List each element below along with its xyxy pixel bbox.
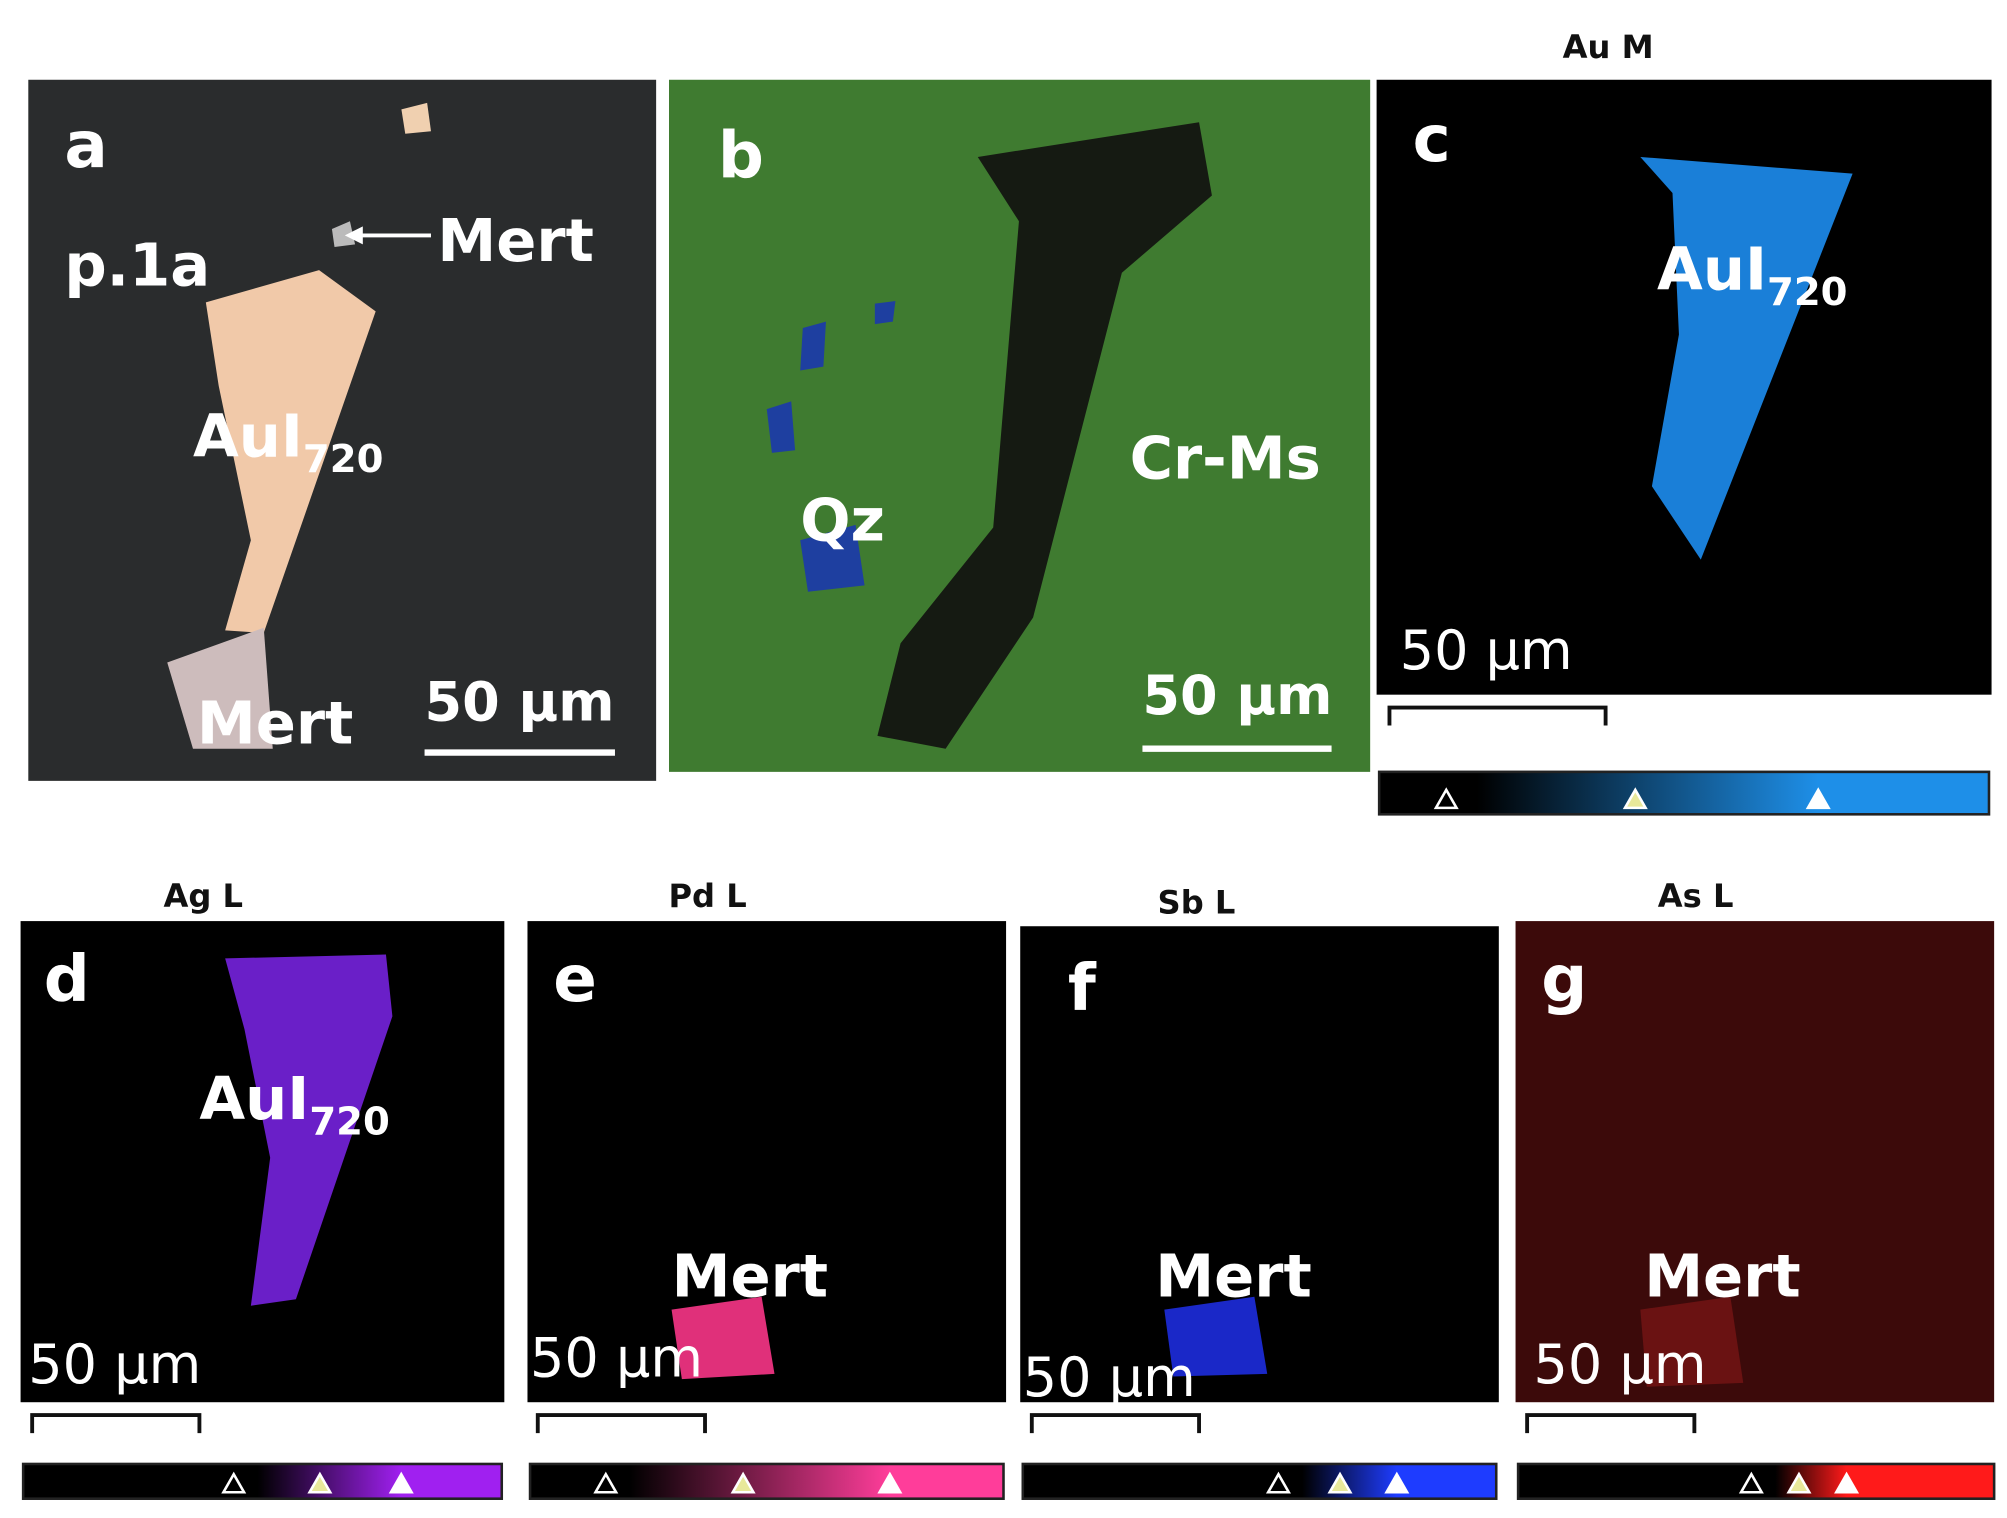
color-bar-marker: [1384, 1471, 1410, 1494]
label-text: AuI: [1657, 234, 1767, 303]
color-bar-marker: [221, 1471, 247, 1494]
color-bar-marker: [1786, 1471, 1812, 1494]
label-text: AuI: [199, 1064, 309, 1133]
panel: d Ag L AuI720 50 µm: [20, 877, 505, 1500]
color-bar-marker: [877, 1471, 903, 1494]
color-bar: [1377, 770, 1991, 816]
label-text: Mert: [1155, 1242, 1311, 1311]
grain: [800, 321, 826, 371]
grain: [800, 524, 865, 592]
map-title: Au M: [1563, 28, 1654, 66]
grain: [1164, 1296, 1268, 1377]
panel-image: [527, 921, 1007, 1403]
label-text: Mert: [1644, 1242, 1800, 1311]
color-bar: [21, 1462, 504, 1500]
mineral-label: Qz: [800, 485, 885, 554]
color-bar-marker: [388, 1471, 414, 1494]
label-text: Qz: [800, 485, 885, 554]
color-bar-marker: [1265, 1471, 1291, 1494]
panel: g As L Mert 50 µm: [1515, 877, 1996, 1500]
color-bar-marker: [1805, 787, 1831, 810]
mineral-label: Mert: [1155, 1242, 1311, 1311]
panel-letter: d: [44, 942, 90, 1017]
grain: [205, 270, 376, 633]
scale-bar-label: 50 µm: [425, 670, 615, 733]
scale-bar-label: 50 µm: [1142, 664, 1332, 727]
map-title: Sb L: [1158, 883, 1236, 921]
label-subscript: 720: [1767, 270, 1848, 315]
color-bar-marker: [307, 1471, 333, 1494]
label-text: Cr-Ms: [1130, 424, 1321, 493]
mineral-label: AuI720: [1657, 234, 1847, 314]
scale-bar-label: 50 µm: [1023, 1346, 1196, 1409]
mineral-label: Mert: [197, 689, 353, 758]
panel-image: [1020, 926, 1499, 1403]
color-bar-marker: [730, 1471, 756, 1494]
scale-bar-label: 50 µm: [28, 1333, 201, 1396]
map-title: Pd L: [668, 877, 746, 915]
mineral-label: AuI720: [193, 402, 383, 482]
panel: f Sb L Mert 50 µm: [1020, 883, 1499, 1500]
grain: [874, 301, 896, 325]
panel-letter: c: [1413, 102, 1451, 177]
label-text: p.1a: [64, 231, 210, 300]
color-bar-marker: [593, 1471, 619, 1494]
scale-bar-label: 50 µm: [530, 1326, 703, 1389]
scale-bar: [1029, 1413, 1201, 1434]
grain: [401, 102, 431, 134]
scale-bar: [1387, 705, 1608, 726]
panel: b Qz Cr-Ms 50 µm: [669, 79, 1371, 772]
color-bar-marker: [1738, 1471, 1764, 1494]
panel-letter: a: [64, 108, 107, 183]
map-title: Ag L: [163, 877, 243, 915]
arrow-head: [344, 226, 363, 245]
scale-bar: [1525, 1413, 1697, 1434]
color-bar-marker: [1433, 787, 1459, 810]
grain: [1640, 156, 1853, 560]
panel-letter: e: [553, 942, 597, 1017]
panel-letter: f: [1068, 951, 1097, 1026]
scale-bar: [535, 1413, 707, 1434]
panel-image: [1515, 921, 1995, 1403]
color-bar-marker: [1327, 1471, 1353, 1494]
panel: e Pd L Mert 50 µm: [527, 877, 1007, 1500]
panel: c Au M AuI720 50 µm: [1376, 28, 1992, 816]
mineral-label: Mert: [437, 206, 593, 275]
grain: [225, 954, 393, 1306]
label-text: Mert: [437, 206, 593, 275]
map-title: As L: [1658, 877, 1734, 915]
panel: a p.1a Mert AuI720 Mert 50 µm: [28, 79, 657, 781]
label-subscript: 720: [303, 437, 384, 482]
label-text: Mert: [672, 1242, 828, 1311]
grain: [671, 1296, 775, 1380]
mineral-label: p.1a: [64, 231, 210, 300]
grain: [167, 627, 273, 749]
color-bar: [1021, 1462, 1498, 1500]
scale-bar-label: 50 µm: [1534, 1333, 1707, 1396]
mineral-label: Mert: [672, 1242, 828, 1311]
mineral-label: AuI720: [199, 1064, 389, 1144]
panel-letter: b: [718, 119, 764, 194]
panel-image: [28, 79, 657, 781]
grain: [1640, 1296, 1744, 1387]
mineral-label: Mert: [1644, 1242, 1800, 1311]
scale-bar: [30, 1413, 202, 1434]
label-subscript: 720: [309, 1100, 390, 1145]
grain: [877, 122, 1212, 749]
panel-letter: g: [1541, 942, 1587, 1017]
color-bar-marker: [1834, 1471, 1860, 1494]
grain: [766, 401, 796, 453]
color-bar-marker: [1622, 787, 1648, 810]
grain: [331, 221, 356, 247]
scale-bar-label: 50 µm: [1400, 619, 1573, 682]
mineral-label: Cr-Ms: [1130, 424, 1321, 493]
label-text: AuI: [193, 402, 303, 471]
label-text: Mert: [197, 689, 353, 758]
